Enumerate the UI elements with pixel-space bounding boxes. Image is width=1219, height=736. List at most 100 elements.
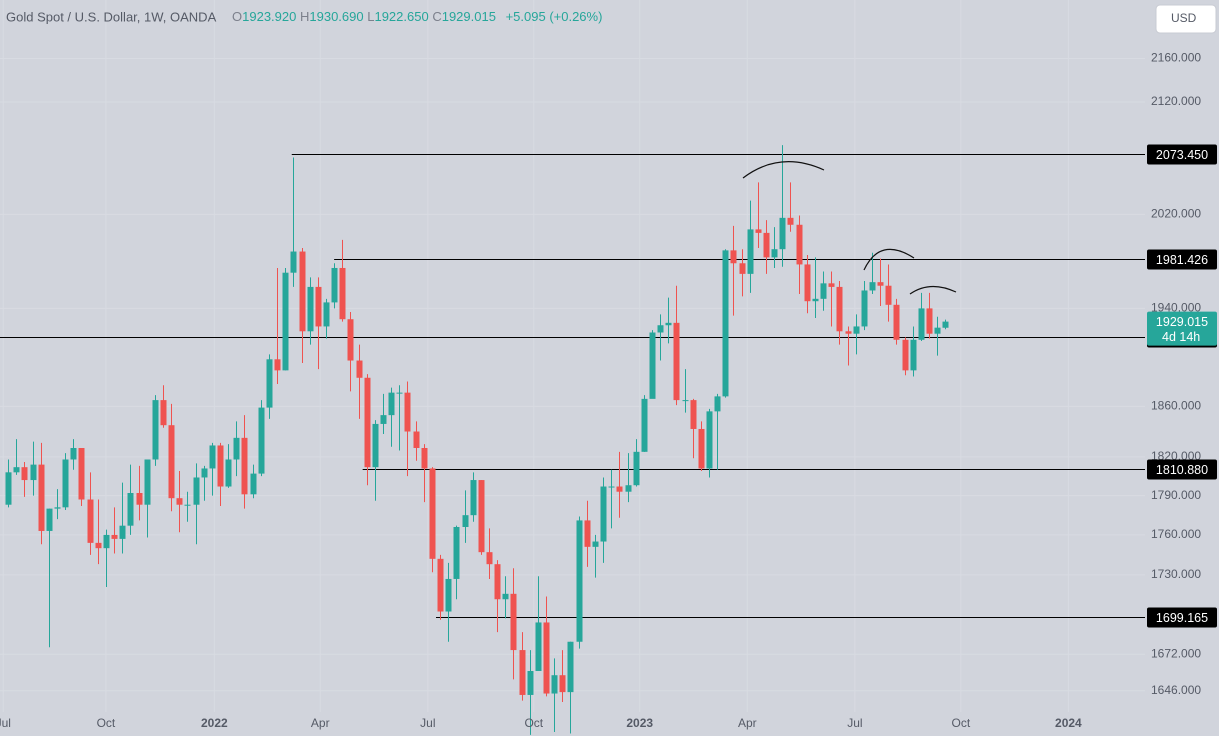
candle-body (331, 267, 338, 303)
currency-label[interactable]: USD (1171, 11, 1197, 25)
candle-body (258, 407, 265, 474)
candle-body (201, 468, 208, 478)
candle-body (478, 480, 485, 553)
label: L (367, 9, 374, 24)
candle-body (763, 232, 770, 258)
candle-body (290, 251, 297, 273)
candle-body (755, 229, 762, 233)
candle-body (845, 331, 852, 334)
arc-drawing (863, 248, 915, 271)
level-tag-label: 1810.880 (1156, 463, 1208, 477)
candle-body (217, 445, 224, 487)
candle-body (527, 670, 534, 695)
y-tick-label: 1860.000 (1151, 399, 1201, 413)
candle-body (136, 492, 143, 505)
candle-body (453, 527, 460, 579)
candle-body (307, 286, 314, 332)
countdown-label: 4d 14h (1162, 330, 1200, 344)
candle-body (812, 298, 819, 302)
y-tick-label: 2160.000 (1151, 51, 1201, 65)
level-tag (1147, 459, 1217, 480)
candle-body (535, 622, 542, 671)
candle-body (804, 264, 811, 302)
label: C (432, 9, 441, 24)
x-tick-label: Oct (524, 716, 543, 730)
arc-drawing (742, 161, 825, 179)
candle-body (747, 229, 754, 274)
candle-body (877, 282, 884, 286)
currency-button[interactable] (1155, 4, 1217, 34)
candle-body (46, 508, 53, 531)
candle-body (445, 578, 452, 612)
candle-body (869, 282, 876, 291)
drawings (742, 161, 957, 295)
candle-body (616, 486, 623, 492)
candle-body (95, 542, 102, 549)
candle-body (771, 249, 778, 258)
candle-body (176, 498, 183, 505)
x-tick-label: Jul (0, 716, 11, 730)
candle-body (388, 392, 395, 416)
candle-body (462, 515, 469, 527)
candle-body (168, 425, 175, 499)
ohlc: O1923.920 H1930.690 L1922.650 C1929.015 … (232, 9, 602, 24)
candle-body (144, 459, 151, 505)
candle-body (323, 302, 330, 327)
candle-body (584, 520, 591, 547)
candle-body (885, 285, 892, 305)
candle-body (836, 286, 843, 332)
candle-body (600, 486, 607, 542)
label: O (232, 9, 242, 24)
candle-body (299, 251, 306, 332)
y-tick-label: 1790.000 (1151, 488, 1201, 502)
candle-body (657, 325, 664, 333)
candle-body (625, 485, 632, 492)
candle-body (567, 641, 574, 693)
candle-body (54, 507, 61, 509)
candle-body (820, 283, 827, 299)
level-tag-label: 1699.165 (1156, 611, 1208, 625)
candle-body (739, 263, 746, 274)
candle-body (127, 492, 134, 526)
candle-body (30, 464, 37, 481)
candle-body (233, 437, 240, 460)
x-tick-label: 2024 (1055, 716, 1082, 730)
x-tick-label: Apr (738, 716, 757, 730)
candle-body (396, 392, 403, 394)
candle-body (21, 467, 28, 481)
candle-body (274, 359, 281, 371)
y-tick-label: 1760.000 (1151, 527, 1201, 541)
y-tick-label: 2120.000 (1151, 94, 1201, 108)
candle-body (241, 437, 248, 495)
candle-body (282, 272, 289, 371)
y-tick-label: 1730.000 (1151, 567, 1201, 581)
candle-body (910, 339, 917, 371)
y-tick-label: 1646.000 (1151, 683, 1201, 697)
candle-body (62, 459, 69, 508)
y-tick-label: 1940.000 (1151, 301, 1201, 315)
candle-body (347, 319, 354, 361)
candle-body (592, 541, 599, 547)
candle-body (103, 534, 110, 549)
candle-body (787, 217, 794, 225)
candle-body (372, 423, 379, 468)
candle-body (543, 622, 550, 694)
candle-body (576, 520, 583, 642)
candle-body (633, 451, 640, 486)
arc-drawing (909, 285, 957, 295)
candle-body (184, 504, 191, 506)
candle-body (641, 398, 648, 452)
level-tag (1147, 607, 1217, 628)
candle-body (193, 477, 200, 505)
level-tag-label: 1981.426 (1156, 253, 1208, 267)
candle-body (682, 400, 689, 402)
candle-body (706, 411, 713, 469)
candle-body (502, 593, 509, 600)
candle-body (266, 359, 273, 408)
x-tick-label: Jul (420, 716, 435, 730)
last-price-label: 1929.015 (1156, 315, 1208, 329)
candle-body (551, 675, 558, 694)
candle-body (665, 322, 672, 326)
